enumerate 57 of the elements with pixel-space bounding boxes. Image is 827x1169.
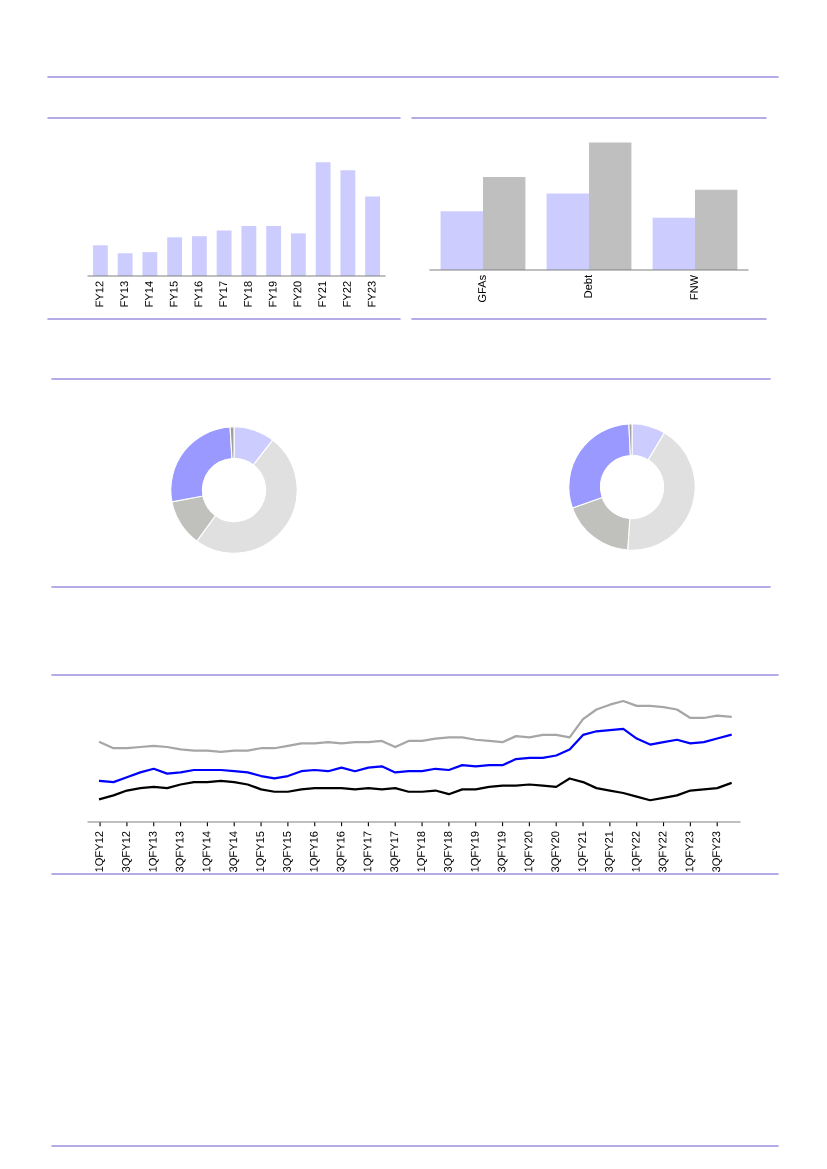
bar [440,211,483,270]
x-tick-label: FY19 [268,281,277,307]
bar [142,252,158,276]
x-tick-label: 3QFY13 [175,831,186,872]
x-tick-label: 1QFY13 [148,831,159,872]
x-tick-label: 1QFY15 [256,831,267,872]
x-tick-label: FY22 [342,281,351,307]
x-tick-label: 1QFY21 [578,831,589,872]
x-tick-label: 1QFY19 [470,831,481,872]
bar [340,170,356,276]
x-tick-label: 3QFY18 [444,831,454,872]
bar [483,176,526,270]
x-tick-label: FY14 [145,281,153,307]
bar [117,253,133,276]
x-tick-label: 3QFY20 [551,831,562,872]
x-tick-label: FY18 [243,281,252,307]
x-tick-label: 1QFY22 [631,831,642,872]
x-tick-label: 1QFY16 [309,831,320,872]
bar [589,142,632,270]
x-tick-label: FY12 [95,281,104,307]
x-tick-label: 3QFY15 [283,831,293,872]
x-tick-label: FY17 [219,281,227,307]
x-tick-label: 3QFY22 [658,831,669,872]
x-tick-label: 1QFY23 [685,831,696,872]
x-tick-label: 3QFY16 [336,831,347,872]
bar [365,196,381,276]
x-tick-label: 3QFY17 [390,831,401,872]
x-tick-label: FY20 [293,281,302,307]
x-tick-label: FY23 [367,281,376,307]
x-tick-label: GFAs [478,275,486,303]
x-tick-label: 1QFY12 [95,831,106,872]
bar [652,217,695,270]
x-tick-label: 1QFY18 [417,831,428,872]
x-tick-label: FNW [690,274,698,300]
x-tick-label: Debt [583,274,592,298]
bar [241,225,257,276]
x-tick-label: 3QFY23 [712,831,723,872]
x-tick-label: 3QFY19 [497,831,508,872]
x-tick-label: 3QFY21 [604,831,615,872]
bar [315,162,331,276]
x-tick-label: FY16 [194,281,203,307]
x-tick-label: FY21 [318,281,326,307]
x-tick-label: 1QFY17 [363,831,374,872]
x-tick-label: 3QFY14 [229,831,240,872]
bar [546,193,589,270]
x-tick-label: FY15 [169,281,178,307]
x-tick-label: 1QFY20 [524,831,535,872]
bar [290,233,306,276]
bar [191,236,207,276]
x-tick-label: FY13 [120,281,129,307]
x-tick-label: 1QFY14 [202,831,213,872]
bar [167,237,183,276]
bar [266,225,282,276]
bar [216,230,232,276]
bar [695,189,738,270]
bar [92,245,108,276]
x-tick-label: 3QFY12 [122,831,132,872]
